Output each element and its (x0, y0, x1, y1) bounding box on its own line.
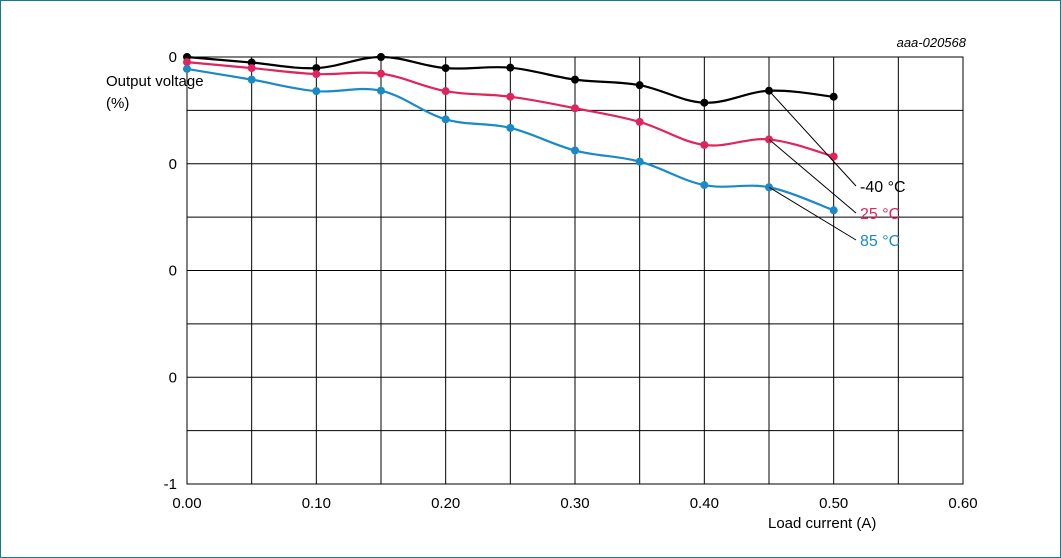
data-point (441, 87, 450, 96)
data-point (377, 53, 385, 61)
x-tick-label: 0.20 (431, 495, 460, 512)
data-point (183, 58, 191, 67)
data-point (441, 64, 450, 73)
data-point (700, 98, 709, 107)
legend-leader-line (768, 90, 857, 187)
x-tick-label: 0.30 (560, 495, 589, 512)
data-point (635, 81, 644, 90)
legend-leader-line (768, 139, 857, 214)
data-point (312, 64, 321, 73)
x-tick-label: 0.50 (819, 495, 848, 512)
x-tick-label: 0.60 (948, 495, 977, 512)
legend-group: -40 °C 25 °C 85 °C (768, 90, 906, 250)
data-point (571, 75, 579, 84)
data-point (247, 64, 256, 73)
data-point (312, 87, 321, 96)
data-point (635, 157, 644, 166)
x-tick-label: 0.10 (302, 495, 331, 512)
data-point (571, 146, 579, 155)
legend-leader-line (768, 186, 857, 241)
series-group (183, 53, 838, 215)
y-tick-label: 0 (169, 49, 177, 66)
y-tick-label: 0 (169, 263, 177, 280)
legend-label: -40 °C (860, 179, 906, 196)
y-tick-label: 0 (169, 156, 177, 173)
y-tick-label: -1 (164, 476, 177, 493)
y-axis-label-line-2: (%) (106, 95, 129, 112)
data-point (506, 63, 515, 72)
data-point (700, 140, 709, 149)
figure-code: aaa-020568 (897, 35, 967, 50)
y-axis-label-line-1: Output voltage (106, 73, 204, 90)
data-point (571, 104, 579, 113)
y-tick-label: 0 (169, 369, 177, 386)
data-point (377, 69, 385, 78)
data-point (441, 115, 450, 124)
x-tick-label: 0.00 (172, 495, 201, 512)
x-tick-labels: 0.00 0.10 0.20 0.30 0.40 0.50 0.60 (172, 495, 977, 512)
data-point (506, 92, 515, 101)
legend-label: 25 °C (860, 206, 900, 223)
data-point (312, 70, 321, 79)
data-point (506, 123, 515, 132)
y-tick-labels: 0 0 0 0 -1 (164, 49, 177, 493)
data-point (829, 92, 838, 101)
data-point (247, 75, 256, 84)
grid (186, 56, 964, 485)
data-point (247, 58, 256, 67)
data-point (829, 152, 838, 161)
data-point (700, 181, 709, 190)
data-point (829, 206, 838, 215)
data-point (183, 64, 191, 73)
x-tick-label: 0.40 (690, 495, 719, 512)
x-axis-label: Load current (A) (768, 515, 876, 532)
data-point (635, 117, 644, 126)
legend-label: 85 °C (860, 233, 900, 250)
data-point (377, 86, 385, 95)
